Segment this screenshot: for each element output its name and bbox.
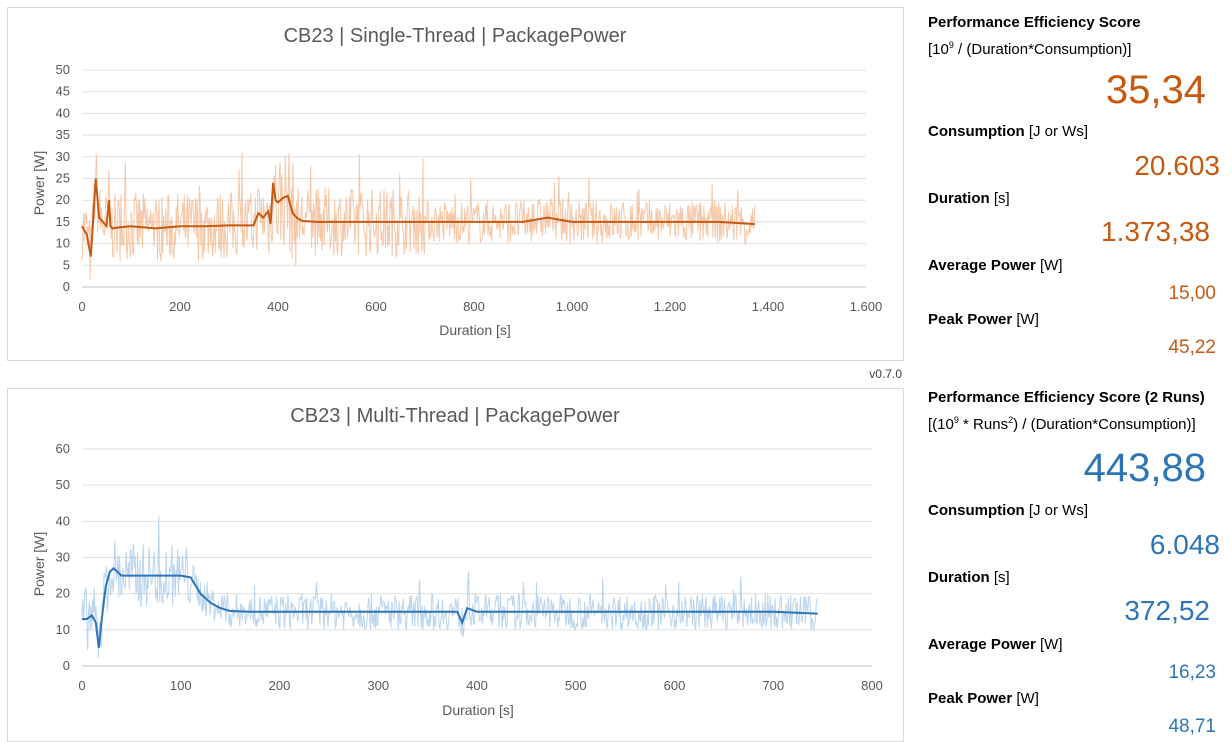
single-thread-chart-svg: CB23 | Single-Thread | PackagePower Dura… — [31, 25, 883, 338]
mt-avg-power-label: Average Power [W] — [928, 636, 1063, 653]
x-tick-label: 0 — [78, 299, 85, 314]
version-label: v0.7.0 — [869, 367, 902, 381]
smoothed-series-line — [81, 178, 755, 257]
y-tick-label: 15 — [56, 214, 70, 229]
y-tick-label: 30 — [56, 149, 70, 164]
x-tick-label: 800 — [463, 299, 485, 314]
raw-series-line — [81, 153, 756, 280]
x-tick-label: 1.000 — [556, 299, 589, 314]
x-axis-label: Duration [s] — [442, 702, 514, 718]
mt-score-label: Performance Efficiency Score (2 Runs) — [928, 389, 1205, 406]
y-tick-label: 25 — [56, 171, 70, 186]
mt-duration-label: Duration [s] — [928, 569, 1010, 586]
y-tick-label: 40 — [56, 513, 70, 528]
st-consumption-value: 20.603 — [1134, 150, 1220, 181]
st-score-formula: [109 / (Duration*Consumption)] — [928, 40, 1132, 58]
x-tick-label: 300 — [367, 678, 389, 693]
mt-duration-value: 372,52 — [1124, 595, 1210, 626]
y-tick-label: 40 — [56, 105, 70, 120]
y-axis-label: Power [W] — [31, 532, 47, 597]
x-tick-label: 1.200 — [654, 299, 687, 314]
x-tick-label: 600 — [365, 299, 387, 314]
y-tick-label: 20 — [56, 192, 70, 207]
st-avg-power-label: Average Power [W] — [928, 257, 1063, 274]
mt-consumption-label: Consumption [J or Ws] — [928, 502, 1088, 519]
mt-consumption-value: 6.048 — [1149, 529, 1220, 560]
single-thread-chart: CB23 | Single-Thread | PackagePower Dura… — [7, 7, 904, 361]
st-peak-power-value: 45,22 — [1168, 337, 1216, 358]
x-tick-label: 1.400 — [752, 299, 785, 314]
st-peak-power-label: Peak Power [W] — [928, 311, 1039, 328]
mt-score-value: 443,88 — [1083, 446, 1206, 490]
mt-peak-power-value: 48,71 — [1168, 716, 1216, 737]
st-consumption-label: Consumption [J or Ws] — [928, 123, 1088, 140]
st-score-value: 35,34 — [1105, 68, 1206, 112]
raw-series-line — [81, 515, 819, 658]
y-axis-label: Power [W] — [31, 151, 47, 216]
y-tick-label: 0 — [63, 658, 70, 673]
multi-thread-chart: CB23 | Multi-Thread | PackagePower Durat… — [7, 388, 904, 742]
st-score-label: Performance Efficiency Score — [928, 14, 1141, 31]
mt-score-formula: [(109 * Runs2) / (Duration*Consumption)] — [928, 415, 1196, 433]
x-tick-label: 700 — [762, 678, 784, 693]
multi-thread-chart-svg: CB23 | Multi-Thread | PackagePower Durat… — [31, 405, 883, 718]
chart-title: CB23 | Multi-Thread | PackagePower — [290, 405, 620, 427]
y-tick-label: 5 — [63, 257, 70, 272]
st-duration-value: 1.373,38 — [1101, 216, 1210, 247]
y-tick-label: 10 — [56, 236, 70, 251]
x-tick-label: 100 — [170, 678, 192, 693]
x-axis-label: Duration [s] — [439, 322, 511, 338]
x-tick-label: 800 — [861, 678, 883, 693]
x-tick-label: 1.600 — [850, 299, 883, 314]
mt-avg-power-value: 16,23 — [1168, 662, 1216, 683]
mt-peak-power-label: Peak Power [W] — [928, 690, 1039, 707]
x-tick-label: 200 — [169, 299, 191, 314]
st-duration-label: Duration [s] — [928, 190, 1010, 207]
y-tick-label: 50 — [56, 62, 70, 77]
chart-title: CB23 | Single-Thread | PackagePower — [284, 25, 627, 47]
x-tick-label: 400 — [466, 678, 488, 693]
y-tick-label: 30 — [56, 550, 70, 565]
gridlines — [82, 69, 866, 288]
x-tick-label: 0 — [78, 678, 85, 693]
y-tick-label: 45 — [56, 84, 70, 99]
smoothed-series-line — [82, 566, 818, 649]
y-tick-label: 10 — [56, 622, 70, 637]
y-tick-label: 0 — [63, 279, 70, 294]
x-tick-label: 500 — [565, 678, 587, 693]
x-tick-label: 400 — [267, 299, 289, 314]
x-tick-label: 600 — [664, 678, 686, 693]
y-tick-label: 50 — [56, 477, 70, 492]
y-tick-label: 60 — [56, 441, 70, 456]
gridlines — [82, 448, 872, 667]
y-tick-label: 20 — [56, 586, 70, 601]
st-avg-power-value: 15,00 — [1168, 283, 1216, 304]
x-tick-label: 200 — [269, 678, 291, 693]
y-tick-label: 35 — [56, 127, 70, 142]
